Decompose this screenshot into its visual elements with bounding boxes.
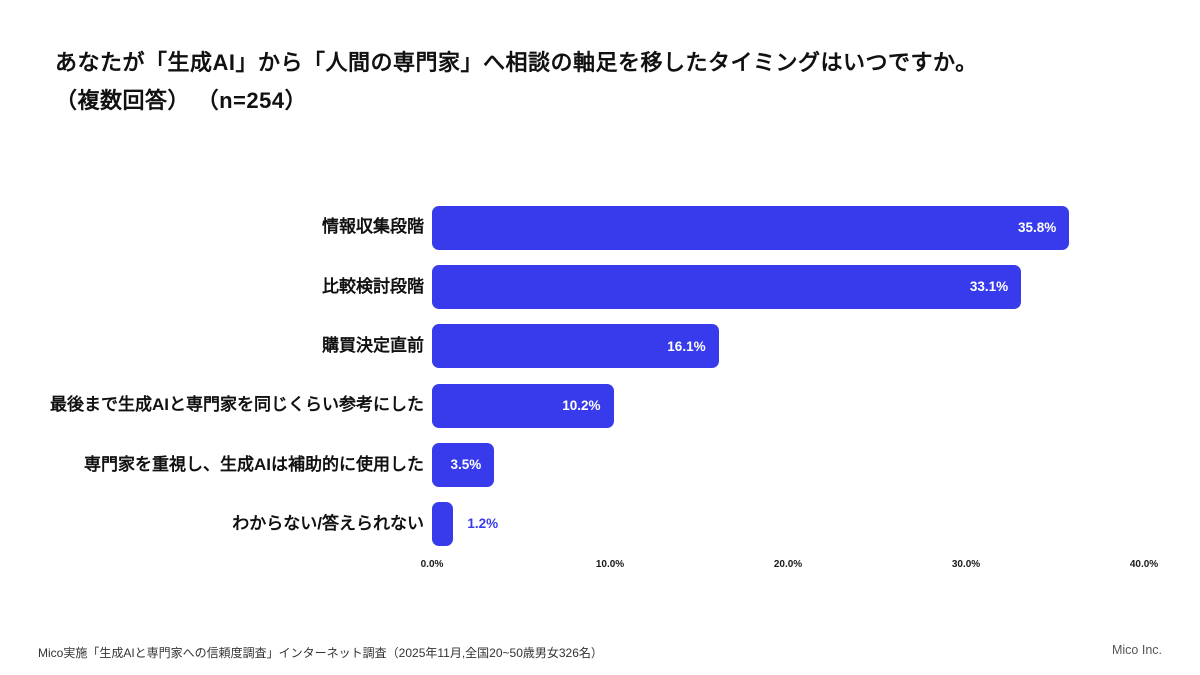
chart-title-line2: （複数回答） （n=254）: [55, 88, 308, 113]
chart-row: 比較検討段階 33.1%: [0, 257, 1144, 316]
x-axis: 0.0% 10.0% 20.0% 30.0% 40.0%: [421, 559, 1159, 575]
bar: [432, 502, 454, 547]
chart-row: 購買決定直前 16.1%: [0, 317, 1144, 376]
bar: 10.2%: [432, 383, 614, 428]
company-name: Mico Inc.: [1111, 643, 1162, 657]
bar: 35.8%: [432, 205, 1070, 250]
value-label: 1.2%: [467, 516, 499, 532]
chart-title-line1: あなたが「生成AI」から「人間の専門家」へ相談の軸足を移したタイミングはいつです…: [55, 50, 978, 75]
bar: 3.5%: [432, 442, 495, 487]
category-label: 比較検討段階: [322, 276, 424, 296]
category-label: わからない/答えられない: [232, 513, 424, 533]
bar-track: 3.5%: [432, 442, 1144, 487]
bar: 16.1%: [432, 324, 719, 369]
source-note: Mico実施「生成AIと専門家への信頼度調査」インターネット調査（2025年11…: [38, 646, 603, 660]
bar-track: 10.2%: [432, 383, 1144, 428]
chart-row: 最後まで生成AIと専門家を同じくらい参考にした 10.2%: [0, 376, 1144, 435]
bar: 33.1%: [432, 264, 1022, 309]
bar-track: 35.8%: [432, 205, 1144, 250]
category-label: 最後まで生成AIと専門家を同じくらい参考にした: [50, 395, 424, 415]
bar-track: 1.2%: [432, 502, 1144, 547]
bar-chart: 情報収集段階 35.8% 比較検討段階 33.1% 購買決定直前 16.1% 最後まで生成A…: [0, 198, 1144, 554]
x-axis-tick-label: 10.0%: [595, 559, 625, 570]
bar-track: 33.1%: [432, 264, 1144, 309]
x-axis-tick-label: 0.0%: [420, 559, 444, 570]
category-label: 情報収集段階: [322, 217, 424, 237]
x-axis-tick-label: 30.0%: [951, 559, 981, 570]
value-label: 10.2%: [562, 398, 601, 414]
x-axis-tick-label: 20.0%: [773, 559, 803, 570]
value-label: 35.8%: [1017, 220, 1057, 236]
x-axis-tick-label: 40.0%: [1129, 559, 1159, 570]
value-label: 3.5%: [450, 457, 482, 473]
bar-track: 16.1%: [432, 324, 1144, 369]
chart-row: 情報収集段階 35.8%: [0, 198, 1144, 257]
chart-title: あなたが「生成AI」から「人間の専門家」へ相談の軸足を移したタイミングはいつです…: [55, 44, 978, 120]
value-label: 16.1%: [667, 338, 706, 354]
chart-row: 専門家を重視し、生成AIは補助的に使用した 3.5%: [0, 435, 1144, 494]
chart-row: わからない/答えられない 1.2%: [0, 494, 1144, 553]
category-label: 専門家を重視し、生成AIは補助的に使用した: [84, 454, 424, 474]
value-label: 33.1%: [969, 279, 1009, 295]
category-label: 購買決定直前: [322, 336, 424, 356]
